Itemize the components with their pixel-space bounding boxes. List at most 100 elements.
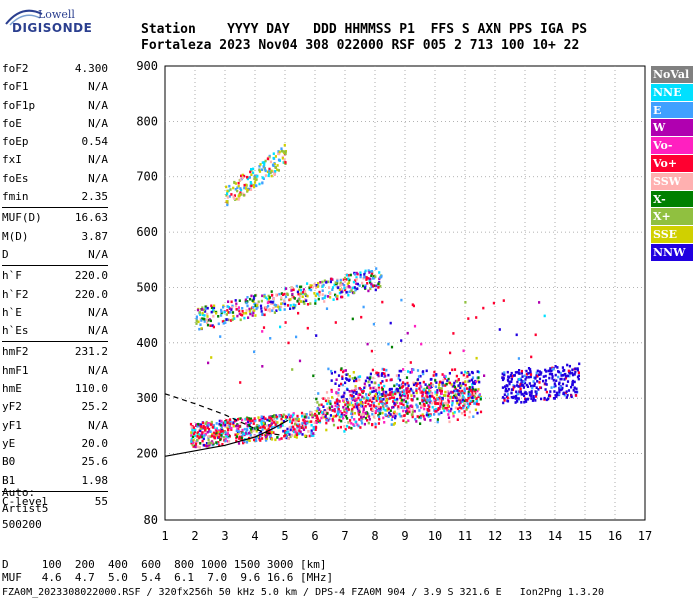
- muf-distance-row: D 100 200 400 600 800 1000 1500 3000 [km…: [2, 558, 327, 571]
- echo-point: [243, 427, 246, 431]
- muf-table: D 100 200 400 600 800 1000 1500 3000 [km…: [2, 558, 333, 584]
- echo-point: [262, 418, 265, 421]
- echo-point: [390, 387, 393, 391]
- echo-point: [274, 155, 277, 158]
- param-row: foF1 N/A: [2, 78, 108, 96]
- echo-point: [463, 413, 466, 417]
- echo-point: [292, 412, 295, 415]
- echo-point: [345, 398, 348, 401]
- echo-point: [374, 397, 377, 400]
- echo-point: [329, 280, 332, 284]
- echo-point: [250, 430, 253, 434]
- echo-point: [365, 399, 368, 402]
- echo-point: [412, 368, 415, 372]
- echo-point: [395, 401, 399, 405]
- echo-point: [565, 390, 568, 393]
- echo-point: [224, 432, 227, 436]
- echo-point: [310, 431, 313, 435]
- echo-point: [328, 408, 331, 411]
- echo-point: [472, 381, 475, 384]
- echo-point: [407, 406, 410, 410]
- echo-point: [380, 386, 384, 390]
- echo-point: [218, 444, 221, 447]
- echo-point: [315, 414, 319, 418]
- echo-point: [423, 404, 426, 407]
- echo-point: [364, 384, 367, 388]
- echo-point: [309, 284, 312, 287]
- echo-point: [405, 407, 409, 411]
- echo-point: [548, 393, 551, 397]
- echo-point: [427, 404, 430, 407]
- echo-point: [315, 334, 318, 337]
- echo-point: [439, 405, 442, 408]
- echo-point: [260, 419, 263, 422]
- echo-point: [464, 380, 467, 383]
- echo-point: [281, 424, 284, 427]
- echo-point: [217, 430, 220, 434]
- echo-point: [273, 162, 276, 166]
- echo-point: [549, 369, 552, 372]
- echo-point: [320, 416, 323, 420]
- param-label: yE: [2, 436, 16, 450]
- legend-item-e: E: [651, 101, 693, 120]
- echo-point: [199, 435, 202, 439]
- echo-point: [347, 293, 350, 297]
- echo-point: [297, 302, 301, 305]
- echo-point: [359, 275, 362, 279]
- echo-point: [243, 174, 246, 178]
- echo-point: [284, 415, 288, 418]
- echo-point: [376, 284, 379, 287]
- echo-point: [538, 301, 541, 304]
- x-tick-label: 16: [608, 529, 622, 543]
- echo-point: [344, 428, 347, 431]
- echo-point: [555, 391, 558, 395]
- echo-point: [396, 388, 400, 391]
- echo-point: [532, 380, 535, 383]
- echo-point: [207, 423, 210, 427]
- echo-point: [341, 295, 344, 299]
- echo-point: [270, 422, 273, 425]
- echo-point: [521, 375, 524, 378]
- echo-point: [263, 426, 266, 429]
- echo-point: [245, 183, 248, 187]
- echo-point: [271, 309, 274, 312]
- echo-point: [253, 350, 256, 354]
- echo-point: [531, 399, 534, 402]
- echo-point: [405, 391, 408, 395]
- echo-point: [335, 399, 339, 403]
- echo-point: [254, 419, 257, 422]
- echo-point: [444, 390, 447, 394]
- echo-point: [435, 393, 438, 397]
- echo-point: [304, 290, 307, 293]
- echo-point: [250, 184, 253, 188]
- echo-point: [206, 321, 209, 324]
- echo-point: [189, 422, 193, 426]
- echo-point: [310, 423, 313, 427]
- echo-point: [263, 161, 266, 164]
- echo-point: [408, 391, 411, 395]
- echo-point: [368, 279, 371, 282]
- echo-point: [287, 437, 290, 440]
- echo-point: [252, 429, 255, 433]
- echo-point: [356, 402, 359, 405]
- echo-point: [351, 377, 354, 380]
- echo-point: [375, 267, 378, 270]
- echo-point: [204, 305, 207, 309]
- echo-point: [456, 401, 459, 405]
- echo-point: [246, 432, 249, 436]
- echo-point: [230, 193, 233, 196]
- echo-point: [224, 423, 227, 427]
- echo-point: [467, 403, 470, 407]
- param-label: foEs: [2, 171, 29, 185]
- echo-point: [238, 299, 241, 302]
- echo-point: [333, 410, 336, 413]
- echo-point: [478, 380, 481, 384]
- echo-point: [477, 376, 480, 379]
- echo-point: [294, 304, 297, 307]
- echo-point: [325, 428, 328, 432]
- echo-point: [355, 387, 358, 390]
- echo-point: [300, 426, 303, 429]
- echo-point: [538, 373, 541, 376]
- echo-point: [411, 415, 414, 419]
- echo-point: [353, 291, 356, 294]
